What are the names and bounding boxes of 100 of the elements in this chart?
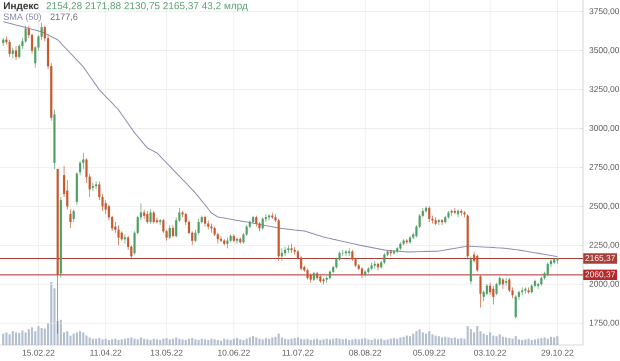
bar [191, 338, 194, 345]
candlestick [117, 224, 120, 246]
bar [408, 336, 412, 345]
y-tick-label: 2000,00 [589, 280, 620, 288]
bar [258, 338, 261, 345]
bar [104, 338, 107, 345]
bar [360, 338, 364, 345]
bar [527, 338, 530, 345]
candlestick [172, 224, 174, 238]
bar [66, 331, 68, 345]
candlestick [124, 234, 126, 244]
bar [40, 328, 43, 345]
bar [332, 338, 334, 345]
chart-title: Индекс [4, 2, 39, 12]
bar [92, 338, 94, 345]
bar [530, 340, 533, 345]
bar [418, 329, 421, 345]
bar [326, 338, 328, 345]
candlestick [440, 218, 444, 226]
bar [152, 338, 155, 345]
bar [72, 334, 75, 345]
bar [18, 333, 20, 345]
candlestick [530, 284, 533, 294]
candlestick [344, 250, 348, 257]
candlestick [540, 276, 542, 286]
x-tick-label: 08.08.22 [349, 350, 382, 356]
candlestick [546, 262, 549, 277]
candlestick [76, 172, 78, 206]
bar [294, 338, 296, 345]
y-tick-label: 1750,00 [590, 320, 620, 327]
bar [278, 334, 280, 345]
bar [287, 339, 290, 345]
bar [316, 338, 318, 345]
ref-line-label: 2060,37 [585, 271, 615, 278]
candlestick [69, 209, 72, 229]
bar [5, 332, 8, 345]
bar [85, 336, 88, 345]
candlestick [466, 214, 469, 260]
candlestick [262, 216, 264, 230]
bar [168, 339, 171, 345]
candlestick [479, 274, 482, 308]
bar [424, 334, 428, 345]
bar [79, 331, 82, 345]
candlestick [8, 39, 11, 58]
candlestick [143, 209, 146, 220]
bar [358, 339, 360, 345]
bar [200, 338, 203, 345]
bar [457, 338, 460, 345]
series-label: SMA (50) [4, 13, 41, 22]
bar [14, 332, 18, 345]
bar [114, 338, 116, 345]
bar [268, 338, 270, 345]
bar [143, 338, 146, 345]
bar [415, 331, 418, 345]
candlestick [376, 262, 380, 271]
ref-line-label: 2165,37 [585, 255, 615, 262]
bar [422, 332, 424, 345]
x-tick-label: 11.04.22 [90, 350, 122, 356]
y-tick-label: 3000,00 [589, 125, 620, 132]
bar [124, 338, 126, 345]
bar [380, 338, 382, 345]
bar [120, 339, 123, 345]
bar [374, 338, 376, 345]
candlestick [146, 210, 148, 224]
candlestick [280, 248, 283, 262]
bar [178, 338, 180, 345]
bar [354, 338, 357, 345]
bar [136, 339, 139, 345]
bar [88, 337, 91, 345]
bar [546, 338, 549, 345]
bar [495, 336, 498, 345]
candlestick [492, 285, 494, 305]
bar [428, 331, 430, 345]
bar [476, 326, 478, 345]
bar [271, 337, 274, 345]
bar [344, 338, 348, 345]
bar [406, 336, 408, 345]
candlestick [470, 256, 472, 285]
candlestick [12, 47, 14, 59]
annotation: 2177,6 [50, 14, 78, 22]
candlestick [527, 287, 530, 294]
bar [310, 340, 312, 345]
chart-subtitle: 2154,28 2171,88 2130,75 2165,37 43,2 млрд [46, 2, 248, 12]
x-tick-label: 11.07.22 [282, 350, 314, 356]
candlestick [204, 215, 206, 227]
x-tick-label: 05.09.22 [413, 350, 446, 356]
bar [498, 334, 501, 345]
bar [255, 337, 258, 345]
candlestick [514, 294, 517, 319]
candlestick [476, 254, 478, 272]
bar [210, 338, 212, 345]
candlestick [306, 268, 309, 280]
bar [492, 336, 494, 345]
x-tick-label: 29.10.22 [541, 350, 574, 356]
y-tick-label: 2250,00 [589, 242, 620, 249]
bar [184, 340, 187, 345]
bar [444, 336, 446, 345]
candlestick [152, 210, 155, 224]
bar [133, 338, 136, 345]
x-tick-label: 13.05.22 [150, 350, 182, 356]
